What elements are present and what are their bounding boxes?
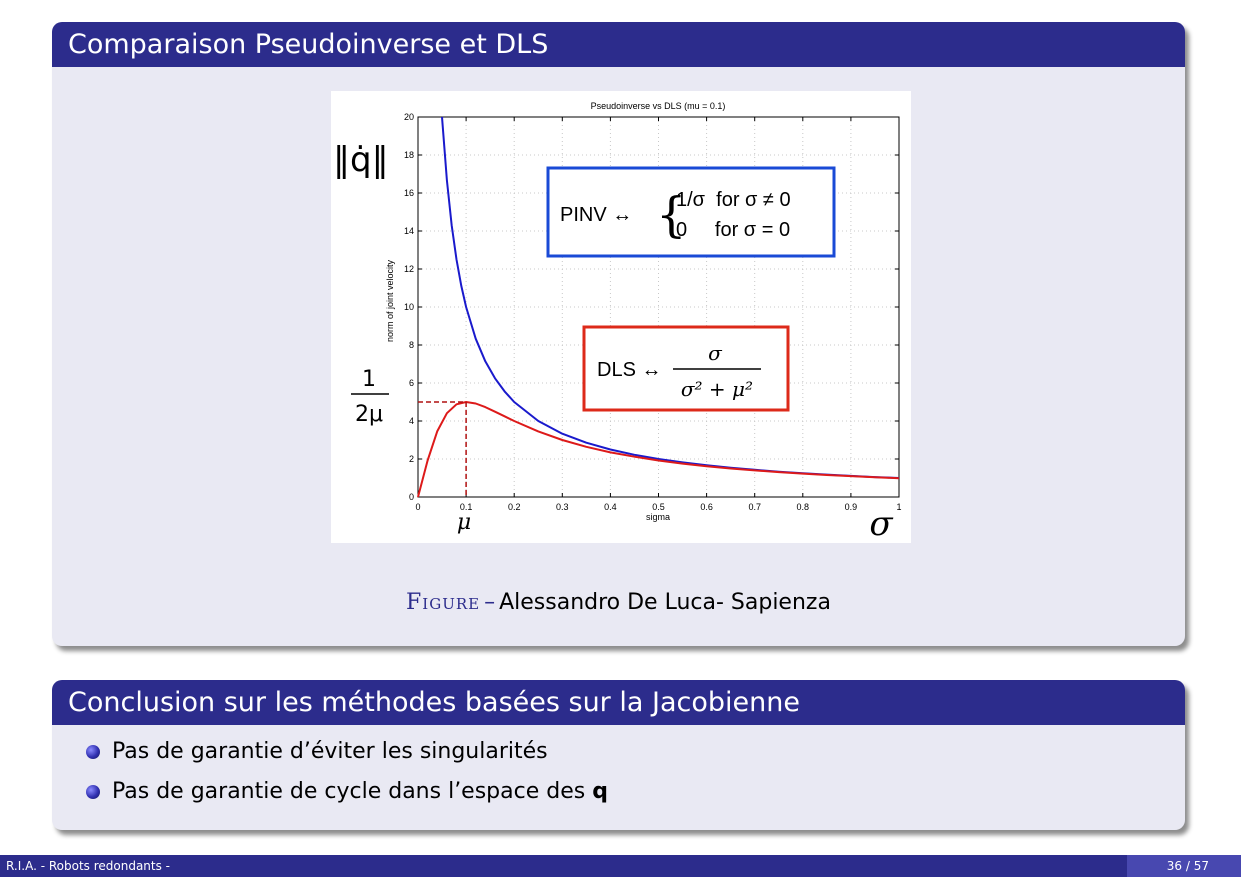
y-tick-label: 6 [409,378,414,388]
block-title: Conclusion sur les méthodes basées sur l… [52,680,1185,725]
x-tick-label: 0.2 [508,502,521,512]
peak-denominator: 2μ [355,402,383,427]
y-tick-label: 12 [404,264,414,274]
y-tick-label: 20 [404,112,414,122]
chart: 0 0.1 0.2 0.3 0.4 0.5 0.6 0.7 0.8 0.9 102468101214… [333,101,902,543]
list-item-text: Pas de garantie d’éviter les singularité… [112,739,548,764]
list-item: Pas de garantie d’éviter les singularité… [72,732,608,772]
peak-numerator: 1 [362,367,376,392]
dls-numerator: σ [708,341,723,365]
y-tick-label: 10 [404,302,414,312]
dls-lhs: DLS ↔ [597,359,661,381]
ticks: 0 0.1 0.2 0.3 0.4 0.5 0.6 0.7 0.8 0.9 102468101214… [404,112,902,512]
y-axis-symbol: ‖q̇‖ [333,140,389,180]
dls-formula-box: DLS ↔ σ σ² + μ² [582,325,790,412]
x-tick-label: 0.5 [652,502,665,512]
bullet-icon [86,745,100,759]
caption-separator: – [484,590,496,615]
y-tick-label: 2 [409,454,414,464]
footer-left: R.I.A. - Robots redondants - [0,855,1127,877]
pinv-brace: { [656,187,687,243]
footer-bar: R.I.A. - Robots redondants - 36 / 57 [0,855,1241,877]
pinv-case-2: 0 for σ = 0 [676,219,790,241]
list-item-text: Pas de garantie de cycle dans l’espace d… [112,779,593,804]
bullet-list: Pas de garantie d’éviter les singularité… [72,732,608,812]
pinv-case-1: 1/σ for σ ≠ 0 [676,189,791,211]
x-tick-label: 0.6 [700,502,713,512]
block-title: Comparaison Pseudoinverse et DLS [52,22,1185,67]
pinv-lhs: PINV ↔ [560,204,632,226]
y-axis-label: norm of joint velocity [385,259,395,342]
y-tick-label: 8 [409,340,414,350]
x-axis-label: sigma [646,512,670,522]
y-tick-label: 14 [404,226,414,236]
bold-q: q [592,779,608,804]
pinv-formula-box: PINV ↔ { 1/σ for σ ≠ 0 0 for σ = 0 [546,166,836,258]
figure-caption: Figure – Alessandro De Luca- Sapienza [52,590,1185,615]
x-tick-label: 0.8 [797,502,810,512]
series [417,116,900,498]
caption-label: Figure [406,590,481,615]
page-number: 36 / 57 [1127,855,1241,877]
y-tick-label: 18 [404,150,414,160]
chart-title: Pseudoinverse vs DLS (mu = 0.1) [591,101,726,111]
x-mu-symbol: μ [457,510,471,535]
conclusion-block: Conclusion sur les méthodes basées sur l… [52,680,1185,830]
list-item: Pas de garantie de cycle dans l’espace d… [72,772,608,812]
caption-text: Alessandro De Luca- Sapienza [499,590,831,615]
x-tick-label: 0.3 [556,502,569,512]
x-tick-label: 0.7 [748,502,761,512]
x-tick-label: 0 [415,502,420,512]
comparison-block: Comparaison Pseudoinverse et DLS 0 0.1 0.2… [52,22,1185,646]
x-tick-label: 0.4 [604,502,617,512]
figure-image: 0 0.1 0.2 0.3 0.4 0.5 0.6 0.7 0.8 0.9 1 0 2 4 6 8 10 12 14… [331,91,911,543]
y-tick-label: 4 [409,416,414,426]
peak-guides [418,401,467,497]
x-sigma-symbol: σ [869,504,893,543]
x-tick-label: 0.1 [460,502,473,512]
dls-denominator: σ² + μ² [681,377,753,401]
y-tick-label: 0 [409,492,414,502]
dls-curve [417,401,900,498]
y-tick-label: 16 [404,188,414,198]
x-tick-label: 0.9 [845,502,858,512]
x-tick-label: 1 [896,502,901,512]
bullet-icon [86,785,100,799]
